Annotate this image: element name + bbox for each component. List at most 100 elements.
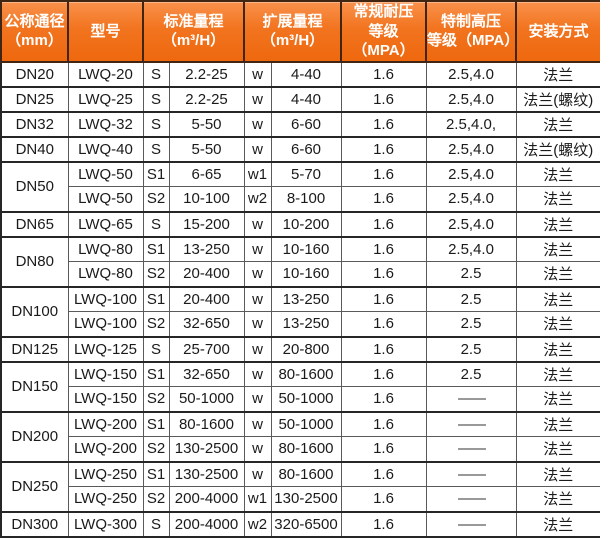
cell-ext-range: 50-1000 — [270, 410, 342, 437]
cell-model: LWQ-65 — [67, 210, 144, 237]
header-installation: 安装方式 — [515, 0, 600, 63]
cell-install: 法兰 — [515, 285, 600, 312]
cell-model: LWQ-50 — [67, 160, 144, 187]
cell-install: 法兰 — [515, 60, 600, 87]
cell-pressure-normal: 1.6 — [340, 460, 427, 487]
cell-install: 法兰 — [515, 235, 600, 262]
cell-pressure-high: 2.5 — [425, 360, 517, 387]
header-line: 公称通径 — [4, 12, 65, 30]
cell-std-range: 10-100 — [168, 186, 245, 212]
cell-ext-range: 80-1600 — [270, 360, 342, 387]
cell-std-code: S1 — [142, 160, 170, 187]
cell-ext-code: w — [243, 436, 272, 462]
cell-pressure-high: —— — [425, 460, 517, 487]
table-row: DN40 LWQ-40 S 5-50 w 6-60 1.6 2.5,4.0 法兰… — [0, 135, 600, 162]
cell-pressure-high: 2.5,4.0 — [425, 160, 517, 187]
cell-std-code: S — [142, 210, 170, 237]
cell-ext-range: 13-250 — [270, 285, 342, 312]
cell-pressure-normal: 1.6 — [340, 311, 427, 337]
cell-install: 法兰 — [515, 210, 600, 237]
header-standard-range: 标准量程 （m³/H） — [142, 0, 245, 63]
cell-pressure-high: 2.5,4.0, — [425, 110, 517, 137]
cell-std-code: S — [142, 110, 170, 137]
cell-install: 法兰(螺纹) — [515, 135, 600, 162]
cell-ext-code: w — [243, 85, 272, 112]
cell-std-range: 130-2500 — [168, 436, 245, 462]
header-line: 等级（MPA） — [427, 32, 520, 50]
cell-model: LWQ-150 — [67, 360, 144, 387]
cell-model: LWQ-40 — [67, 135, 144, 162]
cell-diameter: DN100 — [0, 285, 69, 337]
cell-std-range: 2.2-25 — [168, 85, 245, 112]
cell-std-range: 20-400 — [168, 261, 245, 287]
cell-pressure-high: 2.5,4.0 — [425, 60, 517, 87]
header-normal-pressure: 常规耐压等级（MPA） — [340, 0, 427, 63]
cell-install: 法兰 — [515, 410, 600, 437]
cell-diameter: DN250 — [0, 460, 69, 512]
cell-pressure-normal: 1.6 — [340, 410, 427, 437]
cell-ext-code: w — [243, 360, 272, 387]
cell-std-range: 25-700 — [168, 335, 245, 362]
cell-pressure-high: 2.5,4.0 — [425, 210, 517, 237]
header-line: 等级（MPA） — [352, 22, 415, 60]
cell-ext-code: w2 — [243, 186, 272, 212]
cell-ext-code: w — [243, 110, 272, 137]
cell-pressure-high: —— — [425, 486, 517, 512]
cell-std-code: S — [142, 510, 170, 537]
cell-ext-code: w — [243, 311, 272, 337]
table-row: LWQ-200 S2 130-2500 w 80-1600 1.6 —— 法兰 — [1, 436, 600, 462]
cell-std-code: S1 — [142, 285, 170, 312]
cell-pressure-normal: 1.6 — [340, 285, 427, 312]
cell-std-range: 32-650 — [168, 311, 245, 337]
cell-install: 法兰 — [515, 460, 600, 487]
cell-pressure-normal: 1.6 — [340, 135, 427, 162]
header-nominal-diameter: 公称通径 （mm） — [0, 0, 69, 63]
table-row: DN80 LWQ-80 S1 13-250 w 10-160 1.6 2.5,4… — [0, 235, 600, 287]
cell-pressure-normal: 1.6 — [340, 436, 427, 462]
cell-ext-code: w — [243, 135, 272, 162]
cell-ext-code: w1 — [243, 486, 272, 512]
cell-std-code: S1 — [142, 410, 170, 437]
cell-ext-range: 80-1600 — [270, 460, 342, 487]
table-row: DN20 LWQ-20 S 2.2-25 w 4-40 1.6 2.5,4.0 … — [0, 60, 600, 87]
header-row: 公称通径 （mm） 型号 标准量程 （m³/H） 扩展量程 （m³/H） 常规耐压 等级… — [0, 0, 600, 63]
cell-std-code: S — [142, 135, 170, 162]
cell-diameter: DN200 — [0, 410, 69, 462]
cell-pressure-high: 2.5 — [425, 285, 517, 312]
table-row: DN100 LWQ-100 S1 20-400 w 13-250 1.6 2.5… — [0, 285, 600, 337]
cell-model: LWQ-80 — [67, 261, 144, 287]
table-row: DN200 LWQ-200 S1 80-1600 w 50-1000 1.6 —… — [0, 410, 600, 462]
cell-pressure-normal: 1.6 — [340, 210, 427, 237]
cell-std-code: S1 — [142, 460, 170, 487]
cell-ext-code: w — [243, 210, 272, 237]
cell-model: LWQ-150 — [67, 386, 144, 412]
cell-pressure-normal: 1.6 — [340, 360, 427, 387]
cell-install: 法兰 — [515, 386, 600, 412]
cell-std-code: S2 — [142, 436, 170, 462]
table-row: DN32 LWQ-32 S 5-50 w 6-60 1.6 2.5,4.0, 法… — [0, 110, 600, 137]
cell-ext-range: 8-100 — [270, 186, 342, 212]
cell-std-range: 5-50 — [168, 110, 245, 137]
cell-model: LWQ-200 — [67, 410, 144, 437]
cell-std-code: S1 — [142, 360, 170, 387]
cell-ext-code: w — [243, 235, 272, 262]
cell-pressure-normal: 1.6 — [340, 186, 427, 212]
cell-ext-range: 6-60 — [270, 135, 342, 162]
cell-pressure-high: 2.5,4.0 — [425, 235, 517, 262]
cell-model: LWQ-250 — [67, 486, 144, 512]
cell-std-code: S1 — [142, 235, 170, 262]
cell-std-range: 20-400 — [168, 285, 245, 312]
cell-pressure-normal: 1.6 — [340, 60, 427, 87]
table-row: LWQ-150 S2 50-1000 w 50-1000 1.6 —— 法兰 — [1, 386, 600, 412]
cell-pressure-normal: 1.6 — [340, 85, 427, 112]
cell-pressure-high: —— — [425, 410, 517, 437]
header-model: 型号 — [67, 0, 144, 63]
cell-std-range: 130-2500 — [168, 460, 245, 487]
cell-ext-range: 10-200 — [270, 210, 342, 237]
cell-install: 法兰 — [515, 160, 600, 187]
cell-std-code: S — [142, 85, 170, 112]
cell-std-range: 2.2-25 — [168, 60, 245, 87]
header-line: 常规耐压 — [353, 3, 414, 20]
cell-model: LWQ-200 — [67, 436, 144, 462]
cell-install: 法兰 — [515, 436, 600, 462]
